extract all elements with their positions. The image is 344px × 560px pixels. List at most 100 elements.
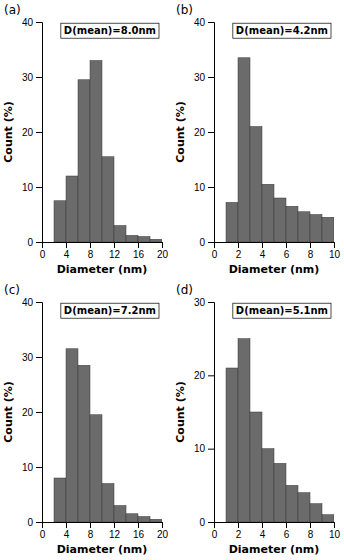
- tick: 2: [236, 242, 242, 260]
- tick-mark: [162, 522, 163, 528]
- bar: [226, 368, 238, 522]
- annotation-box: D(mean)=4.2nm: [233, 23, 331, 38]
- y-axis: 010203040: [22, 297, 43, 528]
- tick: 40: [22, 17, 42, 28]
- tick: 20: [157, 242, 169, 260]
- tick-label: 12: [109, 529, 121, 540]
- bar: [138, 237, 150, 243]
- tick-label: 2: [236, 529, 242, 540]
- tick-mark: [36, 412, 42, 413]
- tick-mark: [208, 449, 214, 450]
- bar: [298, 493, 310, 522]
- tick: 2: [236, 522, 242, 540]
- bar: [310, 215, 322, 243]
- tick: 30: [22, 72, 42, 83]
- tick: 20: [194, 127, 214, 138]
- bar: [274, 198, 286, 242]
- bar: [250, 412, 262, 522]
- bar: [102, 484, 114, 523]
- bar: [274, 463, 286, 522]
- tick-mark: [114, 242, 115, 248]
- tick-mark: [208, 77, 214, 78]
- plot-area: [54, 61, 162, 243]
- tick-mark: [310, 522, 311, 528]
- tick-label: 0: [27, 517, 33, 528]
- tick: 8: [308, 242, 314, 260]
- y-axis-title: Count (%): [2, 381, 15, 442]
- tick-label: 8: [88, 249, 94, 260]
- bar: [78, 80, 90, 242]
- tick: 10: [194, 443, 214, 454]
- tick: 6: [284, 242, 290, 260]
- tick-mark: [114, 522, 115, 528]
- tick: 10: [194, 182, 214, 193]
- tick-label: 4: [260, 249, 266, 260]
- tick: 8: [88, 242, 94, 260]
- bar: [66, 349, 78, 522]
- axis-line: [36, 23, 43, 243]
- bar: [238, 339, 250, 522]
- bar: [286, 485, 298, 522]
- tick-mark: [66, 522, 67, 528]
- tick: 0: [199, 237, 214, 248]
- tick-label: 40: [22, 17, 34, 28]
- tick-label: 2: [236, 249, 242, 260]
- axis-line: [43, 243, 163, 249]
- y-axis: 0102030: [194, 297, 215, 528]
- tick-label: 0: [199, 517, 205, 528]
- annotation-box: D(mean)=7.2nm: [61, 303, 159, 318]
- plot-area: [226, 339, 334, 522]
- tick-label: 0: [199, 237, 205, 248]
- tick-mark: [36, 357, 42, 358]
- axis-line: [208, 303, 215, 523]
- tick-mark: [36, 242, 42, 243]
- tick: 16: [133, 522, 145, 540]
- tick-mark: [208, 187, 214, 188]
- tick-label: 10: [329, 249, 341, 260]
- tick-mark: [66, 242, 67, 248]
- annotation-frame: [233, 23, 331, 38]
- tick-label: 8: [88, 529, 94, 540]
- annotation-frame: [61, 23, 159, 38]
- bar: [114, 226, 126, 243]
- tick: 40: [194, 17, 214, 28]
- tick-mark: [208, 132, 214, 133]
- y-axis-title: Count (%): [174, 381, 187, 442]
- tick: 8: [308, 522, 314, 540]
- tick: 30: [22, 352, 42, 363]
- tick-label: 20: [157, 249, 169, 260]
- panel: 02468100102030Diameter (nm)Count (%)(d)D…: [174, 283, 340, 556]
- bar: [150, 519, 162, 522]
- y-axis-title: Count (%): [2, 101, 15, 162]
- tick: 20: [22, 407, 42, 418]
- bar: [126, 235, 138, 242]
- figure: 048121620010203040Diameter (nm)Count (%)…: [0, 0, 344, 560]
- bar: [66, 176, 78, 242]
- tick: 12: [109, 242, 121, 260]
- tick-label: 10: [194, 182, 206, 193]
- axis-line: [43, 523, 163, 529]
- tick-mark: [36, 467, 42, 468]
- tick-label: 20: [22, 127, 34, 138]
- tick-label: 0: [27, 237, 33, 248]
- bar: [226, 202, 238, 242]
- x-axis: 0246810: [212, 522, 341, 540]
- x-axis: 0246810: [212, 242, 341, 260]
- tick-mark: [36, 22, 42, 23]
- axis-line: [208, 23, 215, 243]
- tick: 8: [88, 522, 94, 540]
- tick: 20: [157, 522, 169, 540]
- annotation: D(mean)=4.2nm: [236, 25, 328, 36]
- tick-label: 0: [212, 529, 218, 540]
- tick-label: 40: [22, 297, 34, 308]
- annotation-frame: [61, 303, 159, 318]
- x-axis-title: Diameter (nm): [229, 543, 320, 556]
- annotation: D(mean)=5.1nm: [236, 305, 328, 316]
- panel-label: (b): [176, 3, 193, 17]
- tick: 10: [329, 242, 341, 260]
- tick: 0: [199, 517, 214, 528]
- tick-label: 6: [284, 249, 290, 260]
- tick: 30: [194, 72, 214, 83]
- tick-mark: [334, 242, 335, 248]
- tick: 16: [133, 242, 145, 260]
